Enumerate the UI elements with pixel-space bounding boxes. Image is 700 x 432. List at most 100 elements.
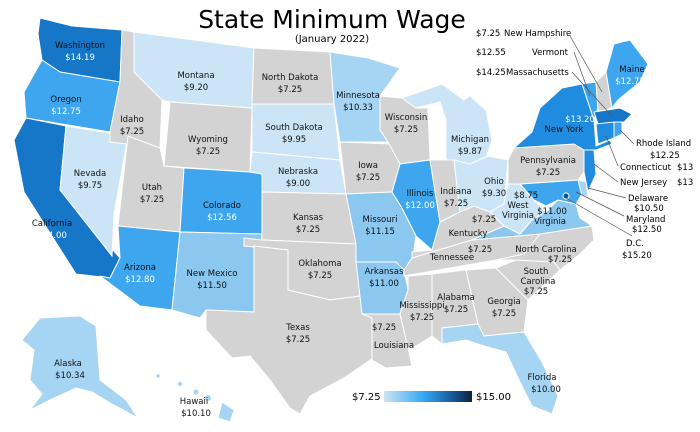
state-ak[interactable] <box>21 315 139 419</box>
label-nm-name: New Mexico <box>187 269 238 279</box>
state-wv[interactable] <box>489 183 547 235</box>
label-mi: Michigan $9.87 <box>451 135 489 157</box>
label-nm: New Mexico $11.50 <box>187 269 238 291</box>
label-ak: Alaska $10.34 <box>54 359 85 381</box>
label-az-name: Arizona <box>124 263 156 273</box>
label-wi: Wisconsin $7.25 <box>385 113 427 135</box>
label-ky: $7.25 Kentucky <box>449 215 497 239</box>
label-wv-name-2: Virginia <box>502 211 534 221</box>
label-ny: New York$13.20 <box>545 115 595 135</box>
legend-min-label: $7.25 <box>352 392 381 403</box>
label-ky-name: Kentucky <box>449 229 488 239</box>
state-hi[interactable] <box>155 373 235 423</box>
state-nc[interactable] <box>495 225 595 271</box>
label-al: Alabama $7.25 <box>437 293 474 315</box>
label-va-name: Virginia <box>534 217 566 227</box>
label-co-name: Colorado <box>203 201 241 211</box>
label-id-wage: $7.25 <box>120 127 144 137</box>
state-de[interactable] <box>577 179 589 197</box>
callout-ri-wage: $12.25 <box>650 151 680 161</box>
state-ct[interactable] <box>595 121 615 145</box>
label-ne-wage: $9.00 <box>286 179 310 189</box>
label-fl-name: Florida <box>528 373 557 383</box>
leader-dc <box>565 197 633 237</box>
state-ma[interactable] <box>593 107 633 125</box>
callout-ma-wage: $14.25 <box>476 68 506 78</box>
leader-nh <box>569 35 603 93</box>
callout-ct-name: Connecticut <box>620 163 672 173</box>
label-tx-wage: $7.25 <box>286 335 310 345</box>
label-in-wage: $7.25 <box>444 199 468 209</box>
label-ar: Arkansas $11.00 <box>365 267 404 289</box>
label-ak-name: Alaska <box>54 359 82 369</box>
label-wy: Wyoming $7.25 <box>188 135 228 157</box>
callout-vt-wage: $12.55 <box>476 48 506 58</box>
label-wa-wage: $14.19 <box>65 53 95 63</box>
callout-md-name: Maryland <box>626 215 665 225</box>
callout-vt-name: Vermont <box>532 48 569 58</box>
state-me[interactable] <box>605 39 649 110</box>
label-ok-name: Oklahoma <box>298 259 341 269</box>
label-wi-name: Wisconsin <box>385 113 427 123</box>
callout-nh-wage: $7.25 <box>476 29 500 39</box>
label-id: Idaho $7.25 <box>120 115 144 137</box>
callout-md-wage: $12.50 <box>632 225 662 235</box>
callout-nj-wage: $13 <box>677 178 693 188</box>
label-az-wage: $12.80 <box>125 275 155 285</box>
callout-dc-name: D.C. <box>626 239 644 249</box>
label-ia-name: Iowa <box>358 161 378 171</box>
state-ri[interactable] <box>613 121 623 139</box>
label-pa-name: Pennsylvania <box>520 156 576 166</box>
label-ky-wage: $7.25 <box>472 215 496 225</box>
label-hi-wage: $10.10 <box>181 409 211 419</box>
label-mt-wage: $9.20 <box>184 83 208 93</box>
leader-md <box>575 191 625 217</box>
label-sd: South Dakota $9.95 <box>265 123 323 145</box>
state-tx[interactable] <box>205 245 377 415</box>
legend: $7.25 $15.00 <box>352 391 511 403</box>
callout-nj-name: New Jersey <box>620 178 667 188</box>
label-wy-wage: $7.25 <box>196 147 220 157</box>
label-nv: Nevada $9.75 <box>74 169 106 191</box>
label-tx: Texas $7.25 <box>285 323 310 345</box>
label-sd-name: South Dakota <box>265 123 323 133</box>
label-me: Maine $12.75 <box>615 65 645 87</box>
label-pa: Pennsylvania $7.25 <box>520 156 576 178</box>
label-ms-name: Mississippi <box>399 301 444 311</box>
label-ne-name: Nebraska <box>278 167 318 177</box>
callout-de-wage: $10.50 <box>634 204 664 214</box>
label-mi-name: Michigan <box>451 135 489 145</box>
callout-nh-name: New Hampshire <box>504 29 571 39</box>
label-va-wage: $11.00 <box>537 207 567 217</box>
callout-de-name: Delaware <box>628 194 668 204</box>
label-ks: Kansas $7.25 <box>293 213 324 235</box>
label-la: $7.25 Louisiana <box>372 323 414 351</box>
state-mi[interactable] <box>400 83 493 167</box>
label-nd-name: North Dakota <box>262 73 319 83</box>
label-fl-wage: $10.00 <box>531 385 561 395</box>
label-ms-wage: $7.25 <box>410 313 434 323</box>
label-nd-wage: $7.25 <box>278 85 302 95</box>
label-ok: Oklahoma $7.25 <box>298 259 341 281</box>
label-nc: North Carolina$7.25 <box>515 245 576 265</box>
label-il: Illinois $12.00 <box>405 189 435 211</box>
label-ca-name: California <box>32 219 72 229</box>
label-nm-wage: $11.50 <box>197 281 227 291</box>
label-ny-name: New York <box>545 125 584 135</box>
label-az: Arizona $12.80 <box>124 263 156 285</box>
label-ut-name: Utah <box>142 183 162 193</box>
state-dc[interactable] <box>562 192 570 200</box>
label-il-wage: $12.00 <box>405 201 435 211</box>
label-ca: California $14.00 <box>32 219 72 241</box>
label-ok-wage: $7.25 <box>308 271 332 281</box>
label-ar-name: Arkansas <box>365 267 404 277</box>
state-fl[interactable] <box>441 323 559 415</box>
label-ca-wage: $14.00 <box>37 231 67 241</box>
label-sd-wage: $9.95 <box>282 135 306 145</box>
label-id-name: Idaho <box>120 115 144 125</box>
label-nv-name: Nevada <box>74 169 106 179</box>
